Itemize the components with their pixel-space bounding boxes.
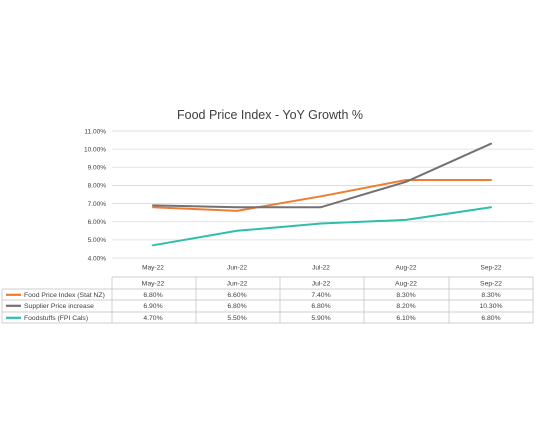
series-lines [152,142,492,247]
legend-label: Food Price Index (Stat NZ) [24,292,105,299]
y-axis-ticks: 4.00% 5.00% 6.00% 7.00% 8.00% 9.00% 10.00% 11.0… [84,128,106,262]
table-header-cell: Aug-22 [395,280,417,287]
y-tick-label: 11.00% [84,128,106,135]
table-value-cell: 5.50% [227,315,246,322]
table-value-cell: 6.10% [396,315,415,322]
x-tick-label: Sep-22 [481,265,502,272]
y-tick-label: 5.00% [88,237,107,244]
table-value-cell: 10.30% [479,303,502,310]
table-header-cell: Jul-22 [312,280,331,287]
table-header-cell: May-22 [142,280,165,287]
table-value-cell: 8.30% [481,292,500,299]
gridlines [112,130,533,259]
table-value-cell: 6.80% [481,315,500,322]
y-tick-label: 10.00% [84,146,106,153]
y-tick-label: 6.00% [88,219,107,226]
y-tick-label: 7.00% [88,201,107,208]
x-tick-label: Jul-22 [312,265,330,272]
y-tick-label: 8.00% [88,183,107,190]
legend-label: Foodstuffs (FPI Cals) [24,315,88,322]
y-tick-label: 9.00% [88,165,107,172]
x-tick-label: Jun-22 [227,265,247,272]
table-value-cell: 6.90% [143,303,162,310]
legend-label: Supplier Price increase [24,303,94,310]
x-axis-ticks: May-22 Jun-22 Jul-22 Aug-22 Sep-22 [142,265,502,272]
data-table: May-22 Jun-22 Jul-22 Aug-22 Sep-22 Food Price… [1,276,534,324]
table-value-cell: 6.80% [227,303,246,310]
x-tick-label: May-22 [142,265,164,272]
x-tick-label: Aug-22 [396,265,417,272]
table-value-cell: 6.60% [227,292,246,299]
y-tick-label: 4.00% [88,255,107,262]
table-value-cell: 8.20% [396,303,415,310]
series-line [152,178,492,212]
table-value-cell: 4.70% [143,315,162,322]
chart-title: Food Price Index - YoY Growth % [177,108,363,122]
table-value-cell: 8.30% [396,292,415,299]
table-header-cell: Jun-22 [227,280,248,287]
table-value-cell: 5.90% [311,315,330,322]
series-line [152,206,492,247]
table-value-cell: 6.80% [143,292,162,299]
table-value-cell: 6.80% [311,303,330,310]
table-value-cell: 7.40% [311,292,330,299]
series-line [152,142,492,209]
table-header-cell: Sep-22 [480,280,502,287]
